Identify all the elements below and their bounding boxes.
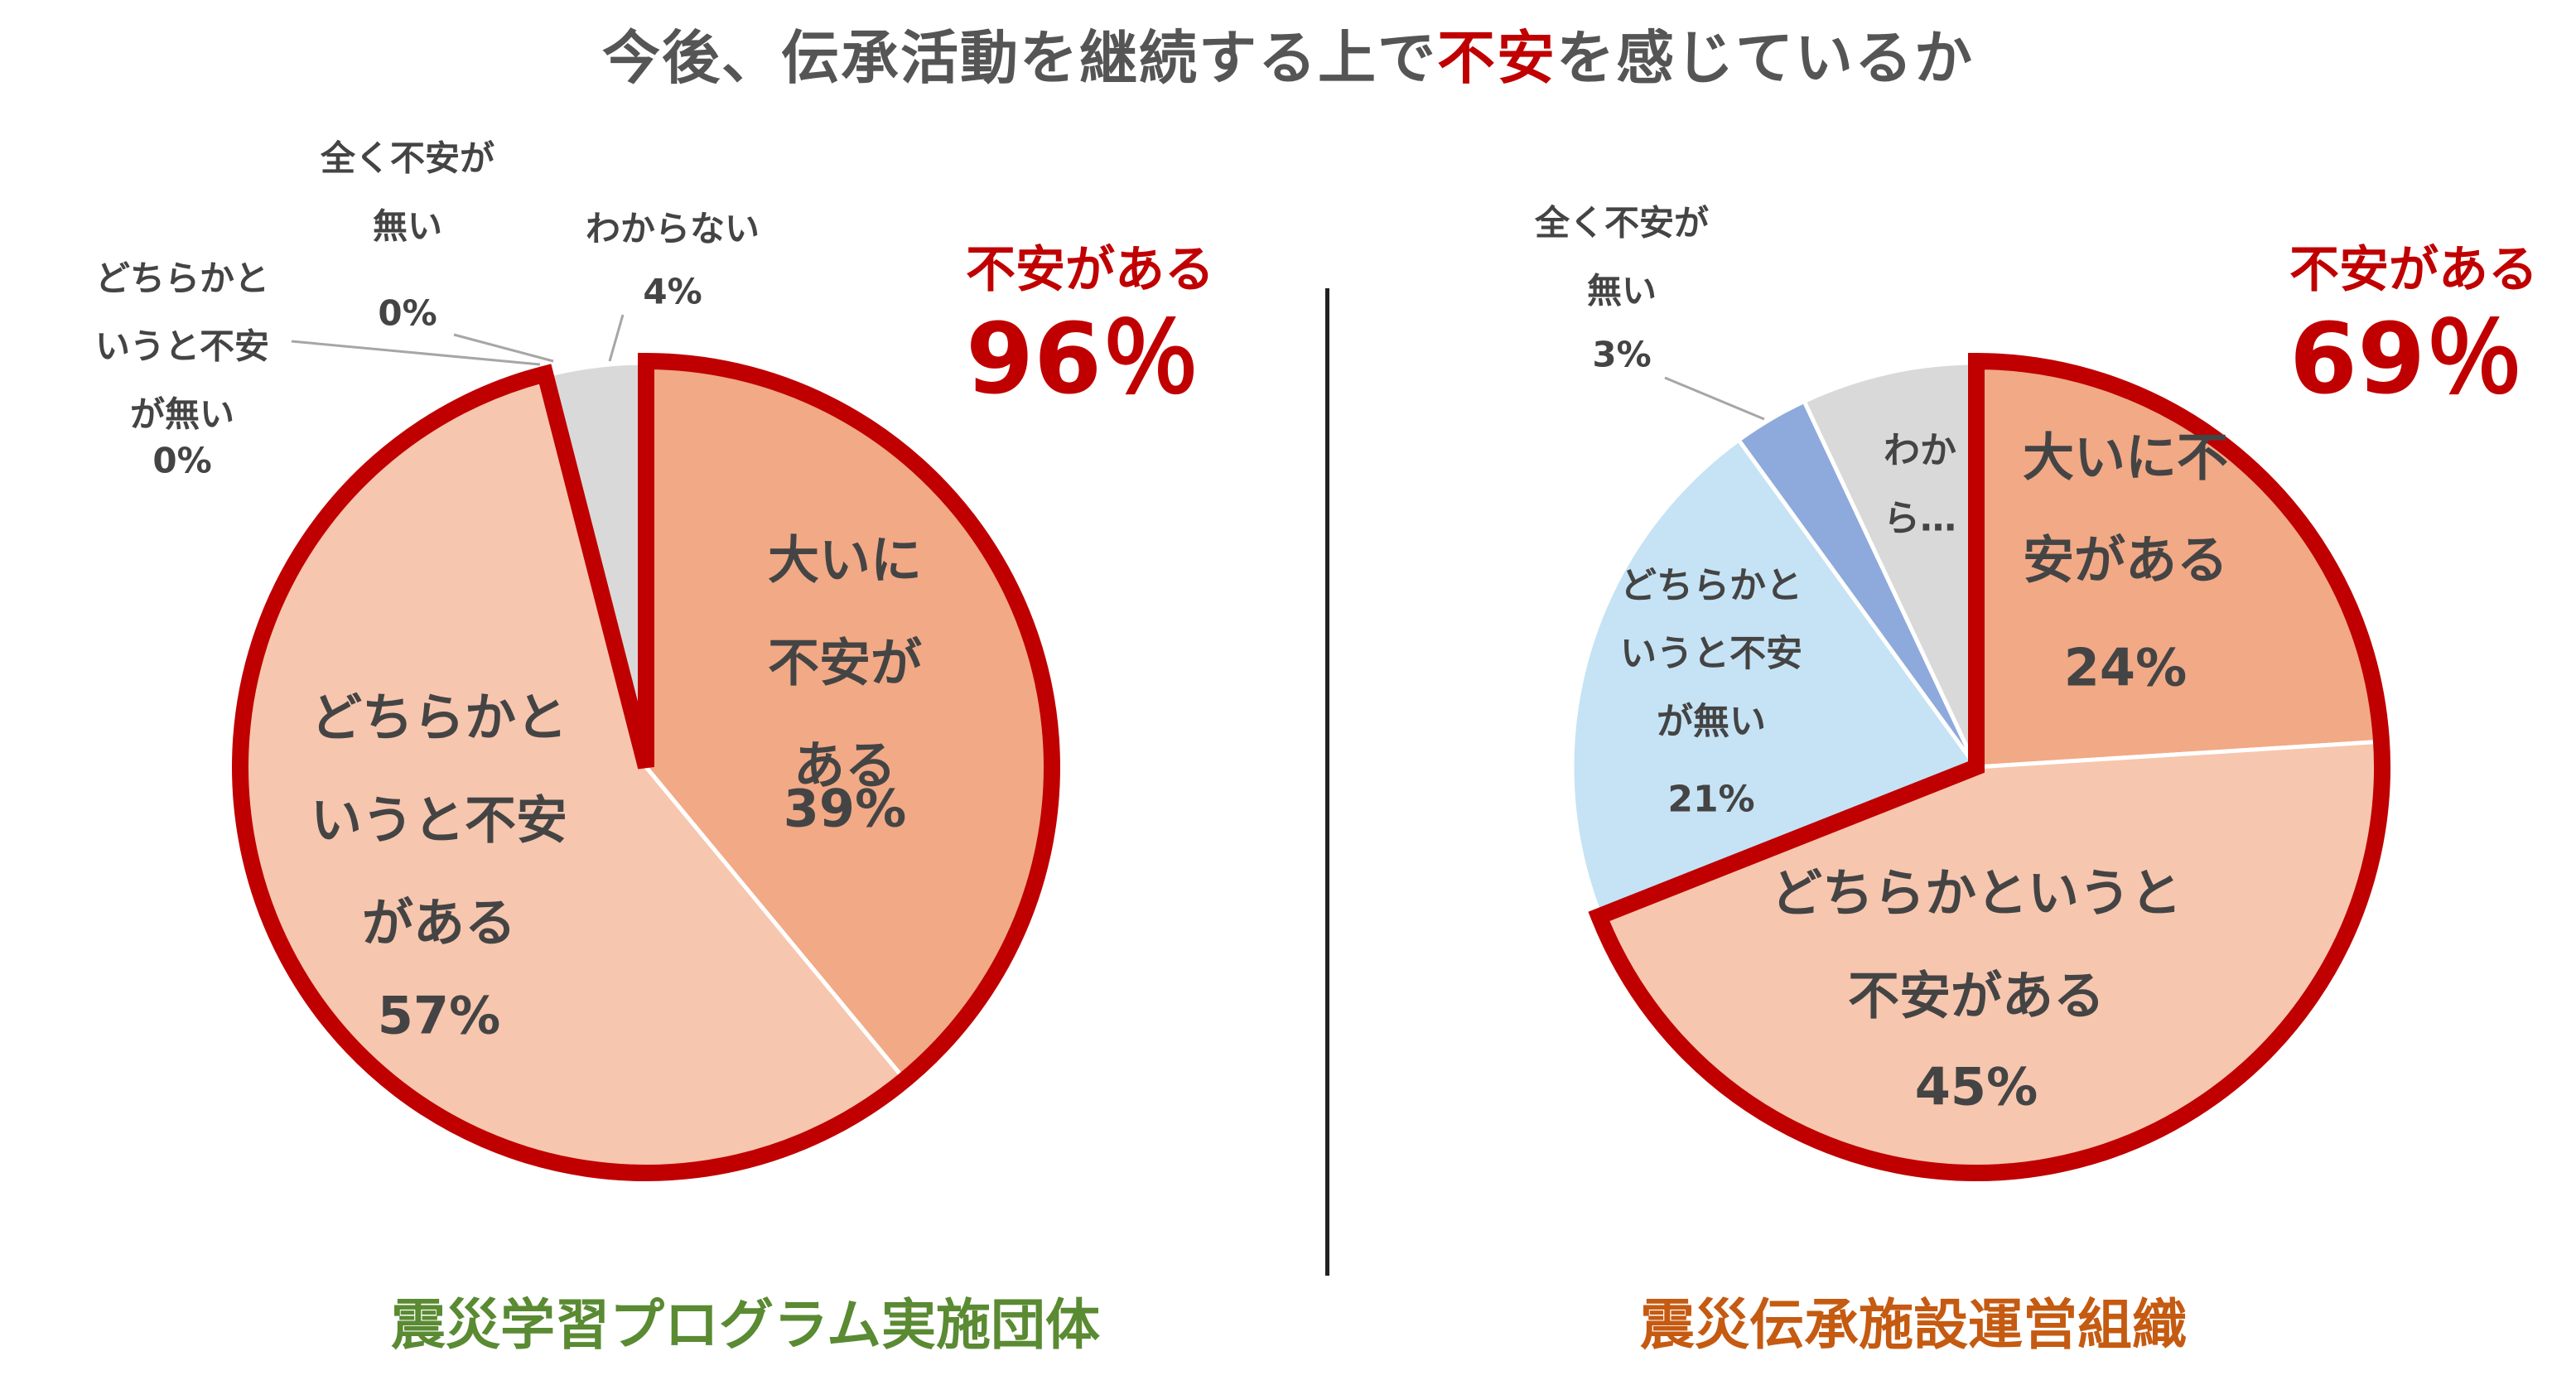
slice-value-left-very-anxious-line: 39% [784, 779, 906, 839]
slice-value-right-somewhat-anxious: 45% [1915, 1057, 2038, 1117]
slice-value-right-very-anxious: 24% [2064, 638, 2187, 698]
slice-label-right-unknown-line: わか [1884, 429, 1956, 471]
title-prefix: 今後、伝承活動を継続する上で [602, 24, 1437, 92]
slice-label-right-very-anxious: 大いに不安がある [2023, 427, 2228, 591]
slice-value-left-somewhat-not-anxious-line: 0% [152, 441, 211, 481]
slice-label-left-somewhat-anxious-line: どちらかと [311, 688, 567, 748]
slice-label-right-somewhat-not-anxious: どちらかというと不安が無い [1620, 564, 1802, 742]
callout-right-title: 不安がある [2289, 241, 2538, 299]
slice-value-right-not-anxious: 3% [1592, 335, 1651, 375]
leader-line-left-not-anxious [453, 333, 554, 363]
slice-label-left-very-anxious: 大いに不安がある [768, 530, 922, 796]
title-highlight: 不安 [1437, 24, 1556, 92]
callout-right: 不安がある 69％ [2289, 245, 2538, 408]
slice-value-left-unknown: 4% [643, 272, 702, 312]
slice-value-left-not-anxious: 0% [378, 293, 437, 334]
slice-label-left-very-anxious-line: 大いに [768, 530, 922, 591]
pie-slice-right-unknown [1801, 360, 1979, 769]
slice-label-left-somewhat-not-anxious-line: どちらかと [95, 258, 269, 299]
slice-value-right-very-anxious-line: 24% [2064, 638, 2187, 698]
pie-slice-right-somewhat-not-anxious [1570, 437, 1980, 919]
slice-value-left-somewhat-anxious: 57% [378, 986, 500, 1046]
slice-label-left-unknown: わからない [586, 209, 760, 249]
slice-label-left-very-anxious-line: ある [794, 736, 896, 796]
slice-label-left-somewhat-not-anxious: どちらかというと不安が無い [95, 258, 269, 435]
right-chart-label: 震災伝承施設運営組織 [1640, 1293, 2187, 1357]
callout-left-title: 不安がある [966, 241, 1214, 299]
slice-value-left-unknown-line: 4% [643, 272, 702, 312]
slice-value-left-somewhat-not-anxious: 0% [152, 441, 211, 481]
callout-left-value: 96％ [966, 302, 1200, 416]
slice-label-right-not-anxious-line: 無い [1587, 271, 1657, 311]
leader-line-left-unknown [608, 314, 625, 362]
slice-label-right-somewhat-not-anxious-line: いうと不安 [1620, 632, 1802, 674]
chart-title: 今後、伝承活動を継続する上で不安を感じているか [0, 12, 2576, 95]
slice-label-right-somewhat-not-anxious-line: が無い [1657, 700, 1766, 742]
slice-label-left-unknown-line: わからない [586, 209, 760, 249]
slice-label-right-somewhat-anxious-line: 不安がある [1848, 966, 2105, 1026]
highlight-outline-left [232, 352, 1060, 1181]
chart-divider [1325, 288, 1329, 1276]
slice-label-left-not-anxious-line: 無い [373, 206, 442, 247]
slice-value-right-not-anxious-line: 3% [1592, 335, 1651, 375]
slice-label-right-very-anxious-line: 安がある [2023, 530, 2228, 591]
callout-right-value: 69％ [2289, 302, 2524, 416]
slice-label-left-somewhat-anxious-line: がある [362, 893, 516, 953]
pie-chart-right [1570, 352, 2390, 1181]
left-chart-label: 震災学習プログラム実施団体 [390, 1293, 1101, 1357]
slice-value-right-somewhat-anxious-line: 45% [1915, 1057, 2038, 1117]
slice-label-left-somewhat-not-anxious-line: が無い [130, 394, 234, 435]
leader-line-right-not-anxious [1664, 376, 1765, 421]
slice-label-right-somewhat-anxious: どちらかというと不安がある [1771, 863, 2182, 1026]
slice-label-left-somewhat-anxious: どちらかというと不安がある [311, 688, 567, 953]
slice-label-right-unknown-line: ら… [1884, 497, 1956, 539]
slice-value-right-somewhat-not-anxious: 21% [1667, 778, 1754, 820]
slice-label-right-very-anxious-line: 大いに不 [2023, 427, 2228, 488]
title-suffix: を感じているか [1556, 24, 1974, 92]
slice-label-right-somewhat-anxious-line: どちらかというと [1771, 863, 2182, 924]
slice-label-left-very-anxious-line: 不安が [768, 633, 922, 693]
slice-label-left-not-anxious: 全く不安が無い [320, 138, 494, 247]
slice-label-right-not-anxious-line: 全く不安が [1534, 203, 1709, 244]
slice-label-left-somewhat-not-anxious-line: いうと不安 [95, 326, 269, 367]
callout-left: 不安がある 96％ [966, 245, 1214, 408]
slice-label-right-somewhat-not-anxious-line: どちらかと [1620, 564, 1802, 606]
slice-label-right-unknown: わから… [1884, 429, 1956, 539]
slice-value-right-somewhat-not-anxious-line: 21% [1667, 778, 1754, 820]
leader-line-left-somewhat-not-anxious [291, 340, 541, 366]
highlight-outline-right [1588, 352, 2390, 1181]
slice-label-left-somewhat-anxious-line: いうと不安 [311, 790, 567, 851]
slice-label-left-not-anxious-line: 全く不安が [320, 138, 494, 179]
slice-value-left-very-anxious: 39% [784, 779, 906, 839]
slice-value-left-not-anxious-line: 0% [378, 293, 437, 334]
slice-value-left-somewhat-anxious-line: 57% [378, 986, 500, 1046]
pie-chart-left [232, 314, 1060, 1181]
slice-label-right-not-anxious: 全く不安が無い [1534, 203, 1709, 311]
